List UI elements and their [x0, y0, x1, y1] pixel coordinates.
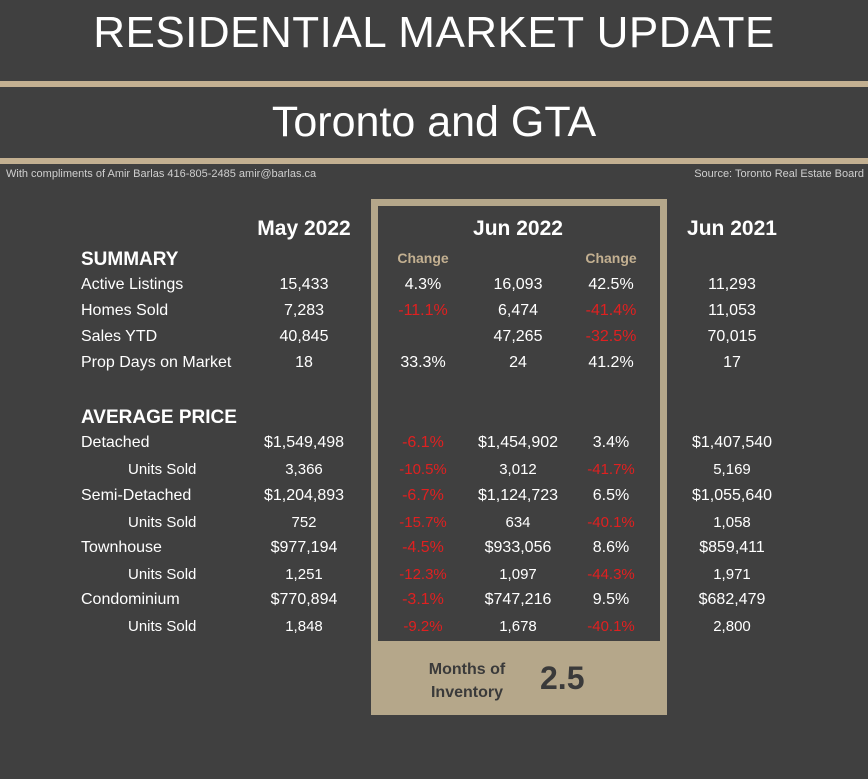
table-row: Homes Sold 7,283 -11.1% 6,474 -41.4% 11,053 — [0, 302, 868, 326]
jun-2022-value: 47,265 — [493, 328, 543, 345]
change-1: -10.5% — [399, 461, 447, 478]
may-value: $977,194 — [270, 539, 338, 556]
table-row: Units Sold 1,848 -9.2% 1,678 -40.1% 2,800 — [0, 618, 868, 642]
change-header-1: Change — [397, 250, 449, 266]
change-1: 33.3% — [400, 354, 446, 371]
jun-2022-value: $1,454,902 — [477, 434, 559, 451]
change-2: 9.5% — [592, 591, 630, 608]
change-1: 4.3% — [404, 276, 442, 293]
may-value: 752 — [291, 514, 317, 531]
may-value: 40,845 — [279, 328, 329, 345]
table-row: Condominium $770,894 -3.1% $747,216 9.5% $682… — [0, 591, 868, 615]
jun-2022-value: 16,093 — [493, 276, 543, 293]
jun-2021-value: 5,169 — [713, 461, 751, 478]
change-1: -15.7% — [399, 514, 447, 531]
change-2: 8.6% — [592, 539, 630, 556]
row-label: Units Sold — [128, 618, 197, 635]
jun-2021-value: 2,800 — [713, 618, 751, 635]
change-2: 42.5% — [588, 276, 634, 293]
jun-2021-value: 11,053 — [708, 302, 756, 319]
months-of-inventory-value: 2.5 — [540, 660, 585, 696]
table-row: Units Sold 3,366 -10.5% 3,012 -41.7% 5,169 — [0, 461, 868, 485]
jun-2022-value: 634 — [505, 514, 531, 531]
row-label: Active Listings — [81, 276, 184, 293]
change-1: -3.1% — [402, 591, 444, 608]
table-row: Units Sold 752 -15.7% 634 -40.1% 1,058 — [0, 514, 868, 538]
change-2: -44.3% — [587, 566, 635, 583]
jun-2021-value: 11,293 — [708, 276, 756, 293]
jun-2021-value: 1,058 — [713, 514, 751, 531]
may-value: $770,894 — [270, 591, 338, 608]
table-row: Detached $1,549,498 -6.1% $1,454,902 3.4% $1,… — [0, 434, 868, 458]
column-header-jun-2021: Jun 2021 — [687, 217, 777, 240]
jun-2022-value: $747,216 — [484, 591, 552, 608]
jun-2022-value: 6,474 — [497, 302, 539, 319]
row-label: Sales YTD — [81, 328, 158, 345]
may-value: $1,549,498 — [263, 434, 345, 451]
jun-2021-value: 1,971 — [713, 566, 751, 583]
jun-2022-value: 1,678 — [499, 618, 537, 635]
change-2: 3.4% — [592, 434, 630, 451]
change-2: -40.1% — [587, 514, 635, 531]
jun-2021-value: 17 — [723, 354, 741, 371]
change-2: -41.7% — [587, 461, 635, 478]
may-value: 3,366 — [285, 461, 323, 478]
change-1: -11.1% — [398, 302, 448, 319]
may-value: 18 — [295, 354, 313, 371]
column-header-may-2022: May 2022 — [257, 217, 351, 240]
change-header-2: Change — [585, 250, 637, 266]
row-label: Units Sold — [128, 461, 197, 478]
may-value: 15,433 — [279, 276, 329, 293]
jun-2022-value: 24 — [509, 354, 527, 371]
table-row: Prop Days on Market 18 33.3% 24 41.2% 17 — [0, 354, 868, 378]
may-value: 1,251 — [285, 566, 323, 583]
jun-2022-value: 3,012 — [499, 461, 537, 478]
jun-2021-value: $859,411 — [699, 539, 765, 556]
divider-top — [0, 81, 868, 87]
credits-right: Source: Toronto Real Estate Board — [694, 168, 864, 180]
jun-2022-value: $933,056 — [484, 539, 552, 556]
column-header-jun-2022: Jun 2022 — [473, 217, 563, 240]
table-row: Semi-Detached $1,204,893 -6.7% $1,124,723 6.… — [0, 487, 868, 511]
change-2: -32.5% — [585, 328, 637, 345]
row-label: Semi-Detached — [81, 487, 192, 504]
row-label: Units Sold — [128, 514, 197, 531]
change-2: 6.5% — [592, 487, 630, 504]
row-label: Condominium — [81, 591, 180, 608]
change-1: -9.2% — [403, 618, 443, 635]
table-row: Townhouse $977,194 -4.5% $933,056 8.6% $859,4… — [0, 539, 868, 563]
page-title: RESIDENTIAL MARKET UPDATE — [93, 8, 775, 57]
page-subtitle: Toronto and GTA — [271, 98, 597, 146]
row-label: Townhouse — [81, 539, 162, 556]
jun-2022-value: 1,097 — [499, 566, 537, 583]
section-summary: SUMMARY — [81, 249, 179, 270]
change-2: 41.2% — [588, 354, 634, 371]
credits-left: With compliments of Amir Barlas 416-805-… — [6, 168, 317, 180]
may-value: $1,204,893 — [263, 487, 345, 504]
jun-2021-value: $682,479 — [698, 591, 766, 608]
change-1: -6.1% — [402, 434, 444, 451]
row-label: Units Sold — [128, 566, 197, 583]
change-1: -4.5% — [402, 539, 444, 556]
highlight-frame-inner — [378, 206, 660, 641]
section-average-price: AVERAGE PRICE — [81, 407, 237, 428]
change-1: -12.3% — [399, 566, 447, 583]
change-2: -40.1% — [587, 618, 635, 635]
divider-bottom — [0, 158, 868, 164]
table-row: Active Listings 15,433 4.3% 16,093 42.5% 11,2… — [0, 276, 868, 300]
table-row: Units Sold 1,251 -12.3% 1,097 -44.3% 1,971 — [0, 566, 868, 590]
jun-2022-value: $1,124,723 — [477, 487, 559, 504]
table-row: Sales YTD 40,845 47,265 -32.5% 70,015 — [0, 328, 868, 352]
change-1: -6.7% — [402, 487, 444, 504]
jun-2021-value: $1,055,640 — [691, 487, 773, 504]
row-label: Prop Days on Market — [81, 354, 232, 371]
change-2: -41.4% — [585, 302, 637, 319]
row-label: Detached — [81, 434, 150, 451]
row-label: Homes Sold — [81, 302, 169, 319]
jun-2021-value: $1,407,540 — [691, 434, 773, 451]
may-value: 1,848 — [285, 618, 323, 635]
jun-2021-value: 70,015 — [707, 328, 757, 345]
may-value: 7,283 — [283, 302, 325, 319]
months-of-inventory-label: Months of Inventory — [428, 661, 506, 701]
